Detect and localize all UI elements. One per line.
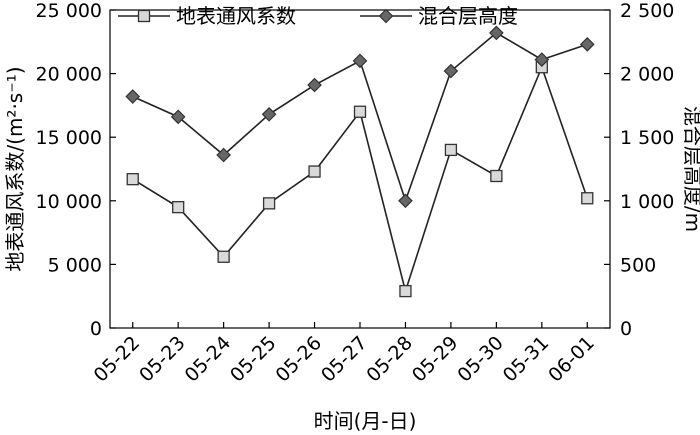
legend: 地表通风系数 混合层高度 — [118, 4, 518, 28]
right-axis-tick-label: 500 — [620, 254, 656, 276]
x-axis-tick-label: 05-25 — [226, 332, 281, 387]
x-axis-tick-label: 05-23 — [135, 332, 190, 387]
right-axis-tick-label: 0 — [620, 318, 632, 340]
data-point-square — [262, 197, 276, 210]
data-point-square — [126, 173, 139, 186]
data-point-diamond — [579, 36, 595, 52]
left-axis-tick-label: 15 000 — [36, 127, 102, 149]
right-axis-title: 混合层高度/m — [681, 106, 700, 232]
left-axis-tick-label: 10 000 — [36, 191, 102, 213]
left-axis-tick-label: 5 000 — [48, 254, 102, 276]
data-point-square — [581, 192, 594, 205]
data-point-square — [444, 143, 458, 157]
x-axis-tick-label: 05-27 — [317, 332, 372, 387]
x-axis-tick-label: 05-24 — [181, 332, 236, 387]
left-axis-tick-label: 0 — [90, 318, 102, 340]
data-point-square — [217, 250, 230, 263]
legend-marker-diamond — [378, 8, 394, 24]
series-line-1 — [132, 64, 589, 295]
right-axis-tick-label: 2 500 — [620, 0, 674, 22]
data-point-diamond — [307, 77, 322, 93]
x-axis-tick-label: 05-26 — [271, 332, 326, 387]
right-axis-tick-label: 1 000 — [620, 191, 674, 213]
x-axis-tick-label: 06-01 — [544, 332, 599, 387]
right-axis-tick-label: 2 000 — [620, 64, 674, 86]
x-axis-tick-label: 05-29 — [408, 332, 463, 387]
x-axis-tick-label: 05-31 — [499, 332, 554, 387]
right-axis-tick-label: 1 500 — [620, 127, 674, 149]
x-axis-tick-label: 05-28 — [362, 332, 417, 387]
x-axis-tick-label: 05-22 — [90, 332, 145, 387]
data-point-diamond — [534, 52, 550, 67]
data-point-square — [308, 165, 321, 178]
legend-label-2: 混合层高度 — [418, 4, 518, 28]
legend-label-1: 地表通风系数 — [176, 4, 296, 28]
left-axis-tick-label: 20 000 — [36, 64, 102, 86]
legend-marker-square — [137, 9, 151, 23]
x-axis-title: 时间(月-日) — [314, 409, 417, 433]
data-point-diamond — [216, 147, 231, 163]
data-point-diamond — [261, 106, 277, 122]
axis-labels: 时间(月-日) 地表通风系数/(m²·s⁻¹) 混合层高度/m — [3, 66, 700, 433]
data-point-diamond — [170, 109, 186, 125]
data-point-diamond — [489, 25, 504, 41]
data-point-square — [490, 169, 503, 183]
data-point-diamond — [398, 193, 413, 209]
data-point-diamond — [443, 63, 459, 79]
data-point-square — [172, 201, 185, 214]
data-point-diamond — [352, 53, 368, 69]
x-axis-tick-label: 05-30 — [453, 332, 508, 387]
axes-layer: 0 5 000 10 000 15 000 20 000 25 000 0 500 1 000 1… — [36, 0, 675, 387]
data-point-square — [399, 284, 412, 298]
series-layer — [125, 25, 595, 298]
data-point-diamond — [125, 89, 141, 104]
left-axis-title: 地表通风系数/(m²·s⁻¹) — [3, 66, 27, 271]
left-axis-tick-label: 25 000 — [36, 0, 102, 22]
data-point-square — [353, 105, 367, 118]
